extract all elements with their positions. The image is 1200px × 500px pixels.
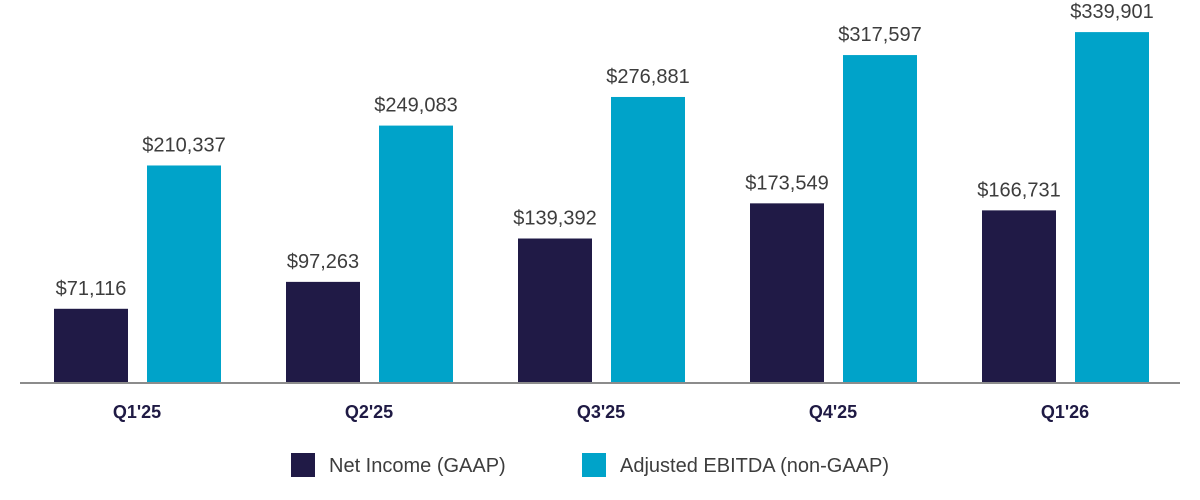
bar-s0-c0: [54, 308, 128, 382]
bar-s1-c0: [147, 165, 221, 382]
data-label-s0-c1: $97,263: [287, 251, 359, 273]
bars-group: [54, 32, 1149, 383]
data-label-s1-c4: $339,901: [1070, 1, 1153, 23]
data-label-s0-c4: $166,731: [977, 179, 1060, 201]
bar-s0-c4: [982, 210, 1056, 382]
category-label-4: Q1'26: [1041, 402, 1089, 422]
bar-s0-c1: [286, 281, 360, 382]
bar-s1-c2: [611, 96, 685, 383]
legend: Net Income (GAAP) Adjusted EBITDA (non-GA…: [291, 453, 889, 477]
data-label-s0-c2: $139,392: [513, 208, 596, 230]
legend-swatch-0: [291, 453, 315, 477]
legend-swatch-1: [582, 453, 606, 477]
category-label-1: Q2'25: [345, 402, 393, 422]
category-label-2: Q3'25: [577, 402, 625, 422]
data-label-s1-c3: $317,597: [838, 24, 921, 46]
category-label-0: Q1'25: [113, 402, 161, 422]
legend-label-1: Adjusted EBITDA (non-GAAP): [620, 455, 889, 477]
bar-s1-c3: [843, 55, 917, 382]
data-label-s1-c1: $249,083: [374, 95, 457, 117]
bar-s0-c3: [750, 203, 824, 382]
data-label-s1-c0: $210,337: [142, 134, 225, 156]
value-labels-group: $71,116 $210,337 $97,263 $249,083 $139,392 $2…: [56, 1, 1154, 300]
legend-label-0: Net Income (GAAP): [329, 455, 506, 477]
bar-s1-c1: [379, 125, 453, 382]
data-label-s0-c3: $173,549: [745, 172, 828, 194]
category-label-3: Q4'25: [809, 402, 857, 422]
bar-s0-c2: [518, 238, 592, 382]
bar-s1-c4: [1075, 32, 1149, 382]
category-labels-group: Q1'25 Q2'25 Q3'25 Q4'25 Q1'26: [113, 402, 1089, 422]
data-label-s1-c2: $276,881: [606, 66, 689, 88]
data-label-s0-c0: $71,116: [56, 278, 127, 300]
